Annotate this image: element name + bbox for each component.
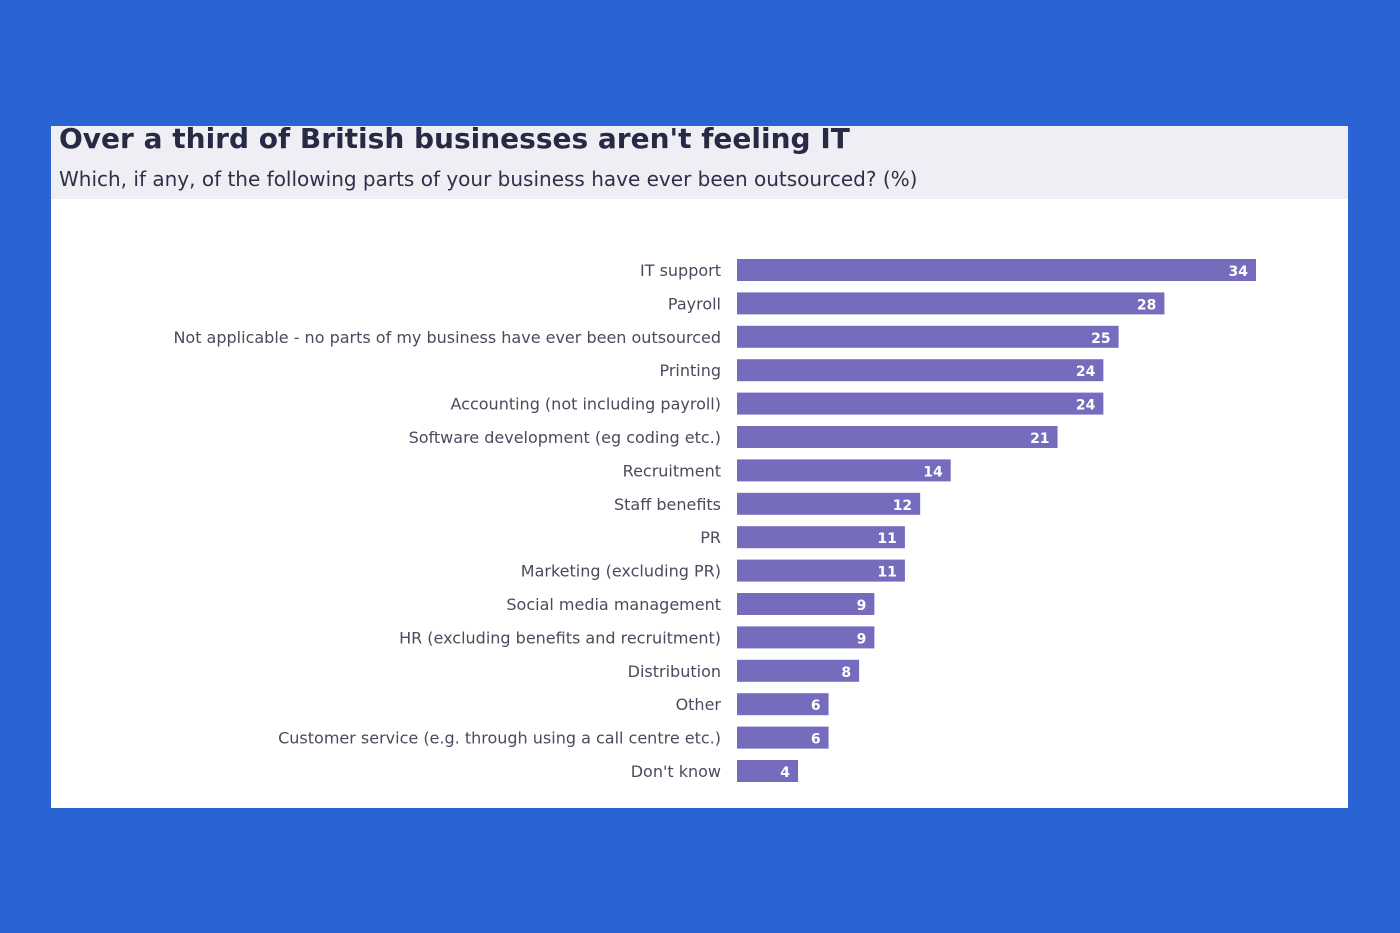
value-label: 24 — [1076, 398, 1096, 414]
category-label: Don't know — [631, 762, 721, 781]
chart-title: Over a third of British businesses aren'… — [59, 126, 850, 155]
category-label: Not applicable - no parts of my business… — [173, 328, 721, 347]
category-label: Customer service (e.g. through using a c… — [278, 729, 721, 748]
bar-15 — [737, 760, 799, 782]
bar-4 — [737, 392, 1104, 415]
bar-6 — [737, 459, 951, 482]
category-label: Payroll — [668, 294, 721, 313]
bar-9 — [737, 559, 905, 582]
bar-8 — [737, 526, 905, 549]
category-label: Recruitment — [623, 461, 721, 480]
value-label: 21 — [1030, 431, 1049, 447]
value-label: 8 — [841, 665, 851, 681]
bar-12 — [737, 659, 860, 682]
bar-0 — [737, 259, 1256, 281]
bar-1 — [737, 292, 1165, 315]
category-label: Staff benefits — [614, 495, 721, 514]
value-label: 34 — [1229, 264, 1249, 280]
bar-2 — [737, 325, 1119, 348]
value-label: 6 — [811, 732, 821, 748]
bar-5 — [737, 426, 1058, 448]
value-label: 4 — [780, 765, 790, 781]
value-label: 24 — [1076, 364, 1096, 380]
value-label: 28 — [1137, 297, 1156, 313]
category-label: Printing — [659, 361, 721, 380]
category-label: Distribution — [628, 662, 721, 681]
chart-header: Over a third of British businesses aren'… — [51, 126, 1348, 199]
bar-11 — [737, 626, 875, 649]
category-label: Social media management — [506, 595, 721, 614]
bar-14 — [737, 726, 829, 749]
chart-card: Over a third of British businesses aren'… — [51, 126, 1348, 808]
value-label: 11 — [877, 531, 896, 547]
value-label: 9 — [857, 598, 867, 614]
category-label: Software development (eg coding etc.) — [409, 428, 721, 447]
value-label: 9 — [857, 631, 867, 647]
category-label: IT support — [640, 261, 721, 280]
value-label: 25 — [1091, 331, 1110, 347]
value-label: 11 — [877, 565, 896, 581]
bar-chart: IT support 34 Payroll 28 Not applicable - no… — [173, 259, 1256, 782]
chart-subtitle: Which, if any, of the following parts of… — [59, 167, 918, 191]
value-label: 14 — [923, 464, 943, 480]
bar-13 — [737, 693, 829, 716]
bar-3 — [737, 359, 1104, 382]
value-label: 6 — [811, 698, 821, 714]
bar-10 — [737, 593, 875, 615]
value-label: 12 — [893, 498, 912, 514]
category-label: HR (excluding benefits and recruitment) — [399, 628, 721, 647]
category-label: PR — [700, 528, 721, 547]
category-label: Other — [676, 695, 722, 714]
bar-7 — [737, 492, 921, 515]
category-label: Marketing (excluding PR) — [521, 562, 721, 581]
category-label: Accounting (not including payroll) — [451, 395, 722, 414]
